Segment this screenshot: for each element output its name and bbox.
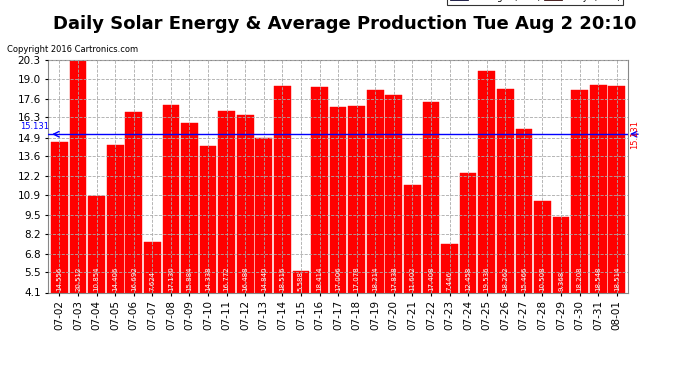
Text: 18.548: 18.548	[595, 267, 601, 291]
Text: 10.854: 10.854	[94, 267, 99, 291]
Text: 15.466: 15.466	[521, 267, 527, 291]
Text: 18.414: 18.414	[317, 267, 322, 291]
Bar	[386, 95, 402, 292]
Legend: Average  (kWh), Daily  (kWh): Average (kWh), Daily (kWh)	[447, 0, 623, 4]
Bar	[181, 123, 198, 292]
Text: 14.338: 14.338	[205, 267, 211, 291]
Bar	[293, 271, 309, 292]
Text: 18.214: 18.214	[372, 267, 378, 291]
Text: 14.406: 14.406	[112, 267, 118, 291]
Text: 16.488: 16.488	[242, 267, 248, 291]
Text: 10.508: 10.508	[540, 267, 546, 291]
Bar	[218, 111, 235, 292]
Text: 17.130: 17.130	[168, 266, 174, 291]
Bar	[163, 105, 179, 292]
Text: 18.262: 18.262	[502, 267, 509, 291]
Bar	[497, 89, 513, 292]
Bar	[199, 146, 217, 292]
Text: 14.556: 14.556	[57, 267, 63, 291]
Text: 16.772: 16.772	[224, 267, 230, 291]
Text: 17.408: 17.408	[428, 267, 434, 291]
Bar	[51, 142, 68, 292]
Bar	[348, 106, 365, 292]
Bar	[422, 102, 440, 292]
Bar	[255, 138, 272, 292]
Bar	[460, 172, 477, 292]
Bar	[553, 217, 569, 292]
Text: 5.588: 5.588	[298, 271, 304, 291]
Text: 17.078: 17.078	[354, 266, 359, 291]
Bar	[441, 244, 458, 292]
Text: 19.536: 19.536	[484, 267, 490, 291]
Text: 7.446: 7.446	[446, 271, 453, 291]
Text: 11.602: 11.602	[409, 267, 415, 291]
Bar	[590, 85, 607, 292]
Bar	[88, 196, 105, 292]
Bar	[534, 201, 551, 292]
Bar	[609, 86, 625, 292]
Text: 7.624: 7.624	[149, 271, 155, 291]
Bar	[478, 71, 495, 292]
Bar	[237, 115, 254, 292]
Text: 15.131: 15.131	[20, 122, 49, 130]
Text: 16.692: 16.692	[130, 267, 137, 291]
Text: Daily Solar Energy & Average Production Tue Aug 2 20:10: Daily Solar Energy & Average Production …	[53, 15, 637, 33]
Text: 18.208: 18.208	[577, 267, 582, 291]
Bar	[515, 129, 532, 292]
Bar	[330, 107, 346, 292]
Text: 9.368: 9.368	[558, 271, 564, 291]
Bar	[126, 112, 142, 292]
Text: 15.884: 15.884	[186, 267, 193, 291]
Bar	[404, 185, 421, 292]
Bar	[311, 87, 328, 292]
Bar	[274, 86, 290, 292]
Bar	[571, 90, 588, 292]
Text: 20.512: 20.512	[75, 267, 81, 291]
Text: 14.840: 14.840	[261, 267, 267, 291]
Text: 15.131: 15.131	[630, 120, 639, 148]
Text: Copyright 2016 Cartronics.com: Copyright 2016 Cartronics.com	[7, 45, 138, 54]
Text: 18.516: 18.516	[279, 267, 286, 291]
Text: 17.006: 17.006	[335, 266, 341, 291]
Bar	[144, 242, 161, 292]
Bar	[367, 90, 384, 292]
Text: 17.838: 17.838	[391, 266, 397, 291]
Bar	[107, 145, 124, 292]
Bar	[70, 57, 86, 292]
Text: 12.458: 12.458	[465, 267, 471, 291]
Text: 18.514: 18.514	[613, 267, 620, 291]
